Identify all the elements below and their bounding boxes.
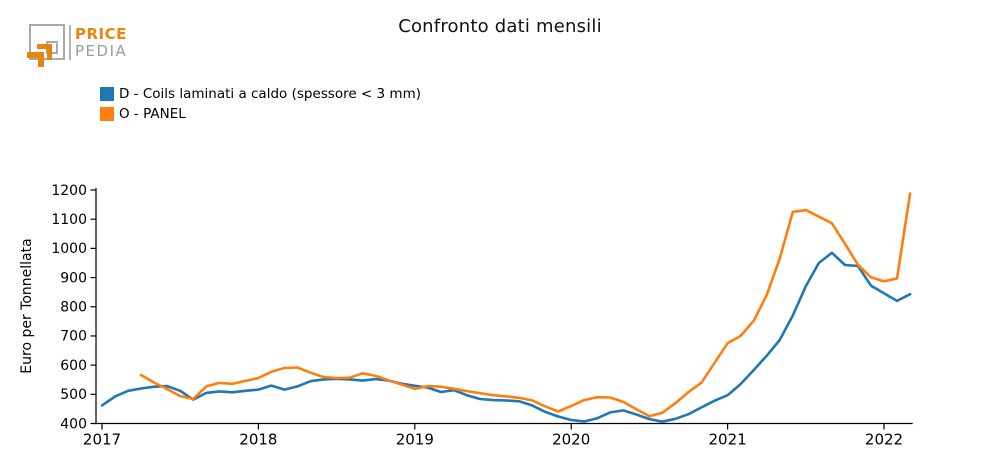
x-tick-label: 2022 bbox=[865, 431, 903, 449]
x-tick-label: 2017 bbox=[83, 431, 121, 449]
y-tick-label: 700 bbox=[60, 329, 87, 345]
series-line-coils bbox=[100, 251, 912, 424]
logo-wordmark: PRICE PEDIA bbox=[75, 27, 127, 59]
legend-label: D - Coils laminati a caldo (spessore < 3… bbox=[119, 86, 421, 102]
legend-swatch-blue-icon bbox=[100, 87, 114, 101]
y-tick-label: 800 bbox=[60, 300, 87, 316]
y-tick-label: 1200 bbox=[51, 183, 87, 199]
pricepedia-logo: PRICE PEDIA bbox=[25, 12, 165, 70]
chart-legend: D - Coils laminati a caldo (spessore < 3… bbox=[100, 84, 421, 124]
x-tick-label: 2018 bbox=[239, 431, 277, 449]
logo-chevron-icon bbox=[37, 44, 52, 49]
logo-text-price: PRICE bbox=[75, 25, 127, 43]
page-title: Confronto dati mensili bbox=[398, 16, 602, 37]
series-line-panel bbox=[139, 192, 912, 418]
y-axis-title: Euro per Tonnellata bbox=[19, 238, 35, 373]
legend-swatch-orange-icon bbox=[100, 107, 114, 121]
y-tick-label: 1100 bbox=[51, 212, 87, 228]
y-tick-label: 600 bbox=[60, 358, 87, 374]
legend-item-coils: D - Coils laminati a caldo (spessore < 3… bbox=[100, 84, 421, 104]
logo-chevron-icon bbox=[27, 52, 44, 58]
y-tick-label: 400 bbox=[60, 416, 87, 432]
y-tick-label: 500 bbox=[60, 387, 87, 403]
x-tick-label: 2020 bbox=[552, 431, 590, 449]
x-tick-label: 2021 bbox=[709, 431, 747, 449]
y-tick-label: 900 bbox=[60, 270, 87, 286]
logo-text-pedia: PEDIA bbox=[75, 42, 128, 60]
logo-chevron-icon bbox=[47, 44, 52, 60]
legend-label: O - PANEL bbox=[119, 106, 186, 122]
logo-divider bbox=[69, 25, 71, 60]
x-tick-label: 2019 bbox=[396, 431, 434, 449]
y-tick-label: 1000 bbox=[51, 241, 87, 257]
logo-chevron-icon bbox=[38, 52, 44, 67]
legend-item-panel: O - PANEL bbox=[100, 104, 421, 124]
